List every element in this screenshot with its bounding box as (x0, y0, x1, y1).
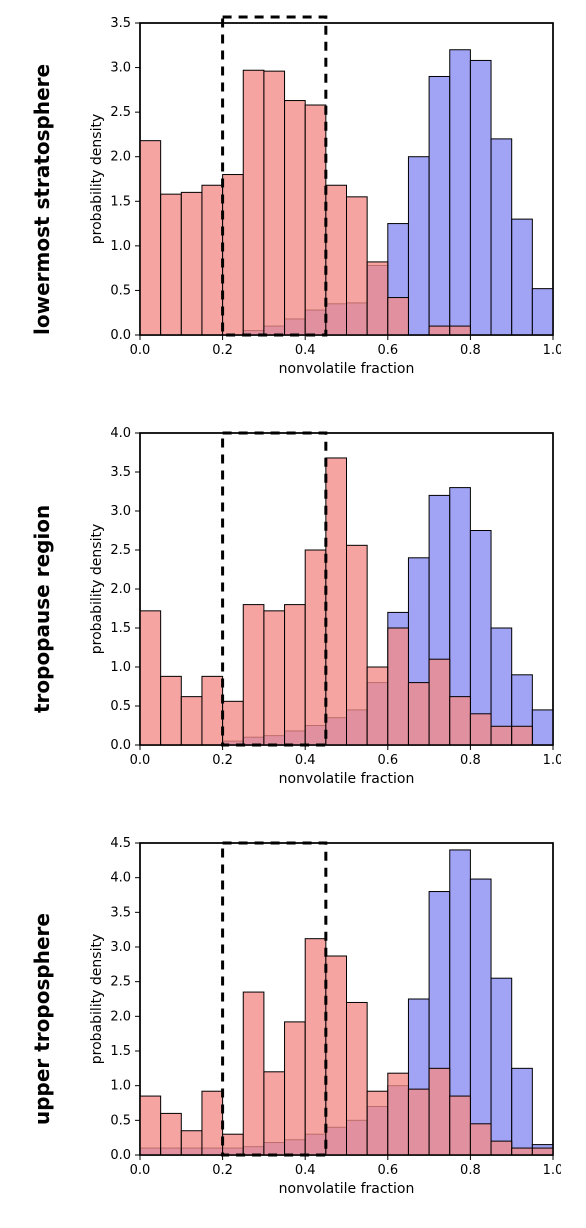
x-axis-label: nonvolatile fraction (279, 361, 415, 377)
chart-panel: 0.0 0.2 0.4 0.6 0.8 1.0 0.0 0.5 1.0 1.5 2.0 2.5 3.0 3… (85, 835, 561, 1203)
svg-text:3.5: 3.5 (110, 16, 131, 31)
svg-text:1.0: 1.0 (110, 239, 131, 254)
svg-text:0.6: 0.6 (377, 343, 398, 358)
svg-text:0.2: 0.2 (212, 753, 233, 768)
svg-text:3.0: 3.0 (110, 61, 131, 76)
svg-text:3.5: 3.5 (110, 465, 131, 480)
y-axis-label: probability density (89, 524, 105, 654)
svg-text:4.0: 4.0 (110, 871, 131, 886)
svg-text:2.0: 2.0 (110, 1009, 131, 1024)
svg-text:3.0: 3.0 (110, 504, 131, 519)
svg-text:0.0: 0.0 (110, 328, 131, 343)
svg-text:0.2: 0.2 (212, 343, 233, 358)
svg-text:0.8: 0.8 (460, 343, 481, 358)
svg-text:2.0: 2.0 (110, 582, 131, 597)
svg-text:0.0: 0.0 (130, 343, 151, 358)
chart-panel: 0.0 0.2 0.4 0.6 0.8 1.0 0.0 0.5 1.0 1.5 2.0 2.5 3.0 3… (85, 15, 561, 383)
svg-text:0.0: 0.0 (130, 753, 151, 768)
svg-text:2.5: 2.5 (110, 975, 131, 990)
svg-text:1.5: 1.5 (110, 1044, 131, 1059)
svg-text:1.0: 1.0 (110, 660, 131, 675)
svg-text:0.6: 0.6 (377, 1163, 398, 1178)
svg-text:0.8: 0.8 (460, 1163, 481, 1178)
svg-text:2.5: 2.5 (110, 105, 131, 120)
svg-text:0.4: 0.4 (295, 1163, 316, 1178)
svg-text:0.5: 0.5 (110, 699, 131, 714)
svg-text:1.5: 1.5 (110, 621, 131, 636)
svg-text:3.0: 3.0 (110, 940, 131, 955)
svg-text:0.8: 0.8 (460, 753, 481, 768)
panel-side-label: lowermost stratosphere (30, 63, 54, 334)
x-axis-label: nonvolatile fraction (279, 1181, 415, 1197)
x-axis-label: nonvolatile fraction (279, 771, 415, 787)
svg-text:1.0: 1.0 (543, 753, 561, 768)
y-axis-label: probability density (89, 934, 105, 1064)
svg-text:1.5: 1.5 (110, 194, 131, 209)
chart-panel: 0.0 0.2 0.4 0.6 0.8 1.0 0.0 0.5 1.0 1.5 2.0 2.5 3.0 3… (85, 425, 561, 793)
svg-text:4.5: 4.5 (110, 836, 131, 851)
svg-text:0.4: 0.4 (295, 753, 316, 768)
svg-text:3.5: 3.5 (110, 905, 131, 920)
panel-side-label: tropopause region (30, 505, 54, 713)
svg-text:0.6: 0.6 (377, 753, 398, 768)
svg-text:2.5: 2.5 (110, 543, 131, 558)
svg-text:0.4: 0.4 (295, 343, 316, 358)
svg-text:0.5: 0.5 (110, 283, 131, 298)
svg-text:0.5: 0.5 (110, 1113, 131, 1128)
svg-text:4.0: 4.0 (110, 426, 131, 441)
svg-text:1.0: 1.0 (543, 1163, 561, 1178)
svg-text:2.0: 2.0 (110, 150, 131, 165)
svg-text:1.0: 1.0 (543, 343, 561, 358)
svg-text:0.0: 0.0 (110, 1148, 131, 1163)
svg-text:0.0: 0.0 (130, 1163, 151, 1178)
y-axis-label: probability density (89, 114, 105, 244)
svg-text:0.2: 0.2 (212, 1163, 233, 1178)
svg-text:1.0: 1.0 (110, 1079, 131, 1094)
svg-text:0.0: 0.0 (110, 738, 131, 753)
panel-side-label: upper troposphere (30, 913, 54, 1125)
